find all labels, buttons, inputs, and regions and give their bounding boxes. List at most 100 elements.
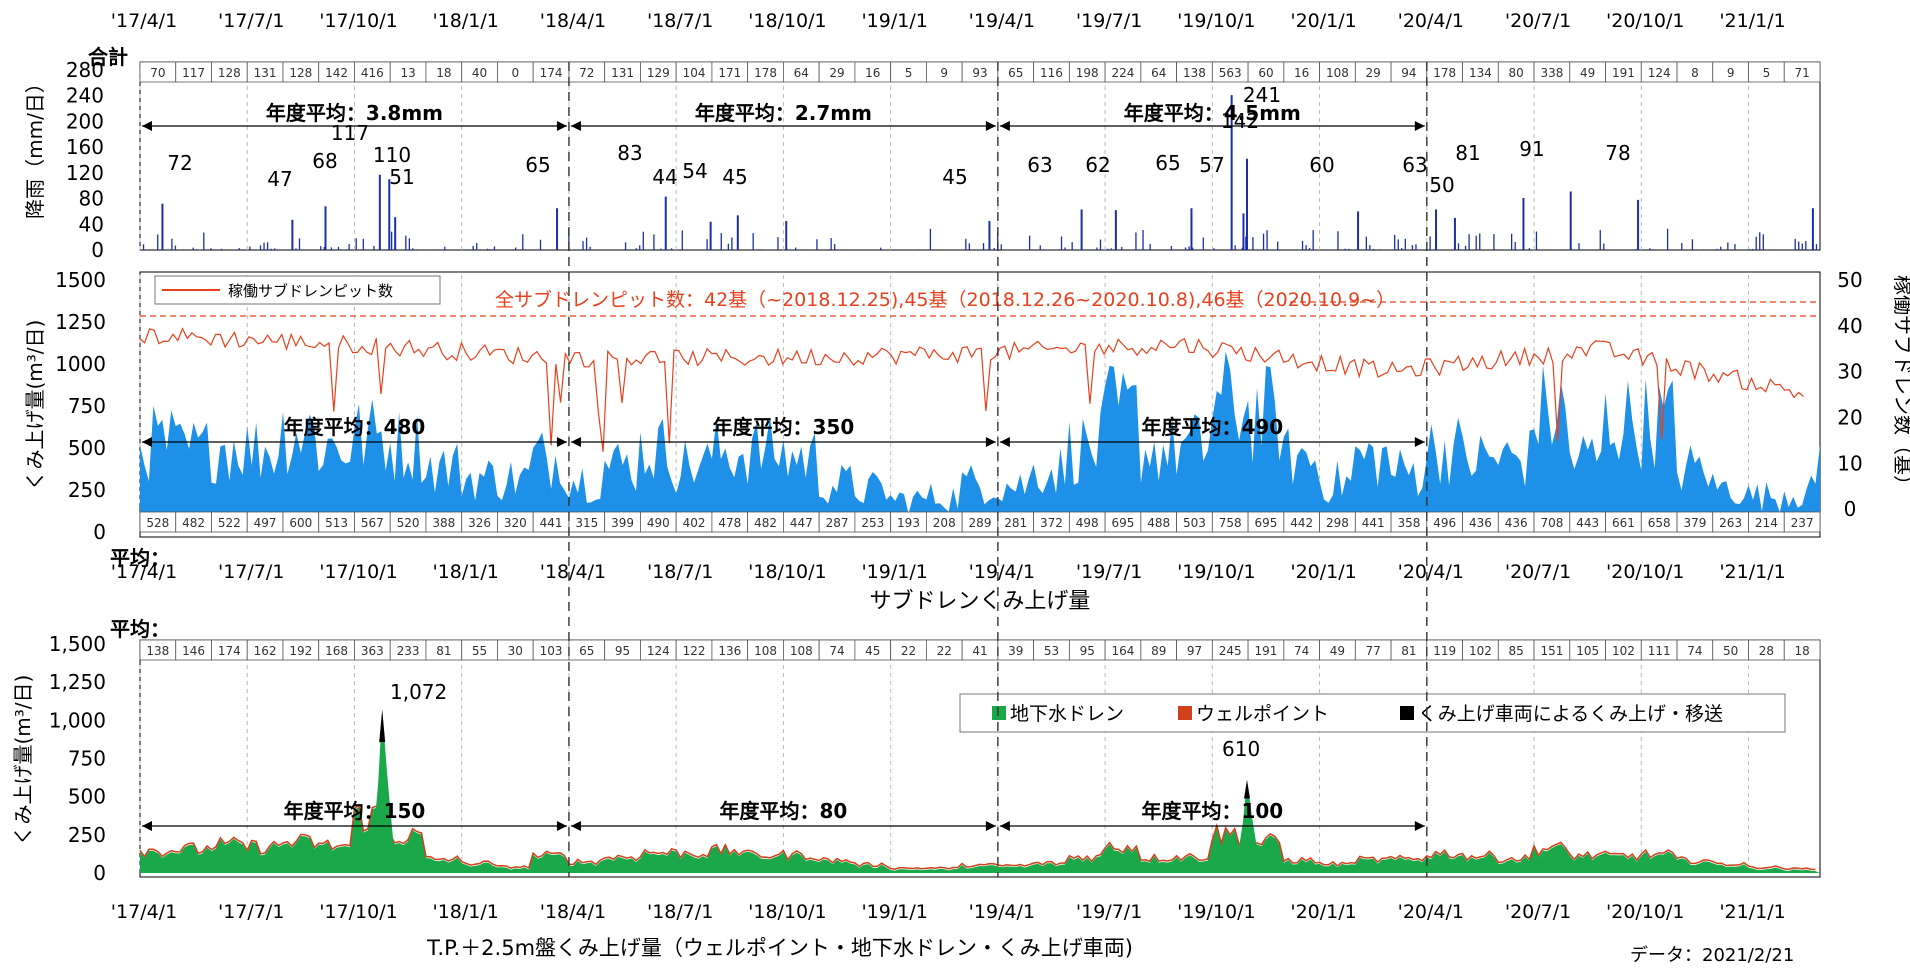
rain-ytick: 200 [66,109,104,133]
rain-month-total: 0 [511,66,519,80]
rain-month-total: 134 [1469,66,1492,80]
rain-peak-label: 60 [1309,153,1334,177]
subdrain-xtick: '21/1/1 [1719,561,1785,583]
tp-month-avg: 136 [718,644,741,658]
rain-month-total: 142 [325,66,348,80]
tp-xtick: '19/1/1 [861,901,927,923]
legend-truck-label: くみ上げ車両によるくみ上げ・移送 [1418,703,1723,725]
subdrain-month-avg: 478 [718,516,741,530]
subdrain-xtick: '18/10/1 [748,561,826,583]
tp-month-avg: 89 [1151,644,1166,658]
tp-month-avg: 53 [1044,644,1059,658]
rain-month-total: 5 [905,66,913,80]
tp-xtick: '20/7/1 [1505,901,1571,923]
subdrain-month-avg: 358 [1397,516,1420,530]
rain-peak-label: 51 [389,165,414,189]
subdrain-month-avg: 436 [1505,516,1528,530]
tp-annual-avg: 年度平均：150 [284,799,426,823]
tp-xtick: '21/1/1 [1719,901,1785,923]
rain-peak-label: 91 [1519,137,1544,161]
tp-month-avg: 164 [1112,644,1135,658]
subdrain-ytick: 1500 [55,268,106,292]
tp-month-avg: 55 [472,644,487,658]
rain-month-total: 80 [1509,66,1524,80]
tp-ylabel: くみ上げ量(m³/日) [11,675,35,846]
rain-month-total: 116 [1040,66,1063,80]
tp-xtick: '20/4/1 [1398,901,1464,923]
tp-ytick: 0 [93,861,106,885]
rain-month-total: 178 [1433,66,1456,80]
rain-month-total: 224 [1112,66,1135,80]
tp-month-avg: 81 [436,644,451,658]
subdrain-month-avg: 708 [1540,516,1563,530]
subdrain-month-avg: 522 [218,516,241,530]
tp-month-avg: 162 [254,644,277,658]
subdrain-month-avg: 520 [397,516,420,530]
tp-month-avg: 122 [683,644,706,658]
rain-month-total: 563 [1219,66,1242,80]
rain-top-xtick: '18/10/1 [748,10,826,32]
rain-month-total: 174 [540,66,563,80]
rain-month-total: 13 [400,66,415,80]
subdrain-month-avg: 528 [146,516,169,530]
subdrain-month-avg: 567 [361,516,384,530]
subdrain-annual-avg: 年度平均：480 [284,415,426,439]
tp-xtitle: T.P.＋2.5m盤くみ上げ量（ウェルポイント・地下水ドレン・くみ上げ車両) [426,936,1133,960]
subdrain-month-avg: 503 [1183,516,1206,530]
rain-top-xtick: '20/4/1 [1398,10,1464,32]
rain-ytick: 160 [66,135,104,159]
tp-month-avg: 22 [901,644,916,658]
rain-month-total: 128 [289,66,312,80]
subdrain-month-avg: 281 [1004,516,1027,530]
subdrain-ytick: 0 [93,520,106,544]
tp-month-avg: 108 [790,644,813,658]
subdrain-y2tick: 10 [1837,451,1862,475]
subdrain-month-avg: 436 [1469,516,1492,530]
tp-annual-avg: 年度平均：100 [1141,799,1283,823]
rain-total-label: 合計 [88,45,128,69]
subdrain-ytick: 500 [68,436,106,460]
rain-peak-label: 54 [682,159,707,183]
subdrain-ytick: 750 [68,394,106,418]
rain-ytick: 40 [79,212,104,236]
subdrain-month-avg: 758 [1219,516,1242,530]
subdrain-month-avg: 497 [254,516,277,530]
tp-ytick: 1,250 [49,670,106,694]
tp-month-avg: 97 [1187,644,1202,658]
rain-month-total: 16 [865,66,880,80]
tp-month-avg: 65 [579,644,594,658]
tp-month-avg: 138 [146,644,169,658]
rain-month-total: 9 [940,66,948,80]
subdrain-avg-label: 平均： [110,546,170,570]
legend-groundwater-swatch [992,706,1006,720]
tp-xtick: '17/4/1 [111,901,177,923]
subdrain-y2tick: 40 [1837,314,1862,338]
rain-month-total: 138 [1183,66,1206,80]
tp-xtick: '20/10/1 [1606,901,1684,923]
rain-month-total: 124 [1648,66,1671,80]
rain-month-total: 131 [254,66,277,80]
subdrain-month-avg: 379 [1683,516,1706,530]
rain-month-total: 64 [1151,66,1166,80]
data-date: データ：2021/2/21 [1630,945,1794,963]
subdrain-xtick: '17/10/1 [319,561,397,583]
tp-xtick: '18/1/1 [433,901,499,923]
subdrain-y2tick: 20 [1837,405,1862,429]
rain-month-total: 29 [829,66,844,80]
subdrain-xtick: '17/7/1 [218,561,284,583]
subdrain-month-avg: 513 [325,516,348,530]
subdrain-month-avg: 326 [468,516,491,530]
tp-month-avg: 74 [829,644,844,658]
subdrain-xtick: '20/4/1 [1398,561,1464,583]
subdrain-annual-avg: 年度平均：350 [713,415,855,439]
subdrain-month-avg: 661 [1612,516,1635,530]
rain-month-total: 60 [1258,66,1273,80]
tp-month-avg: 119 [1433,644,1456,658]
rain-peak-label: 110 [373,143,411,167]
rain-top-xtick: '18/1/1 [433,10,499,32]
rain-top-xtick: '20/7/1 [1505,10,1571,32]
rain-month-total: 93 [972,66,987,80]
tp-ytick: 250 [68,823,106,847]
rain-month-total: 9 [1727,66,1735,80]
tp-month-avg: 77 [1366,644,1381,658]
